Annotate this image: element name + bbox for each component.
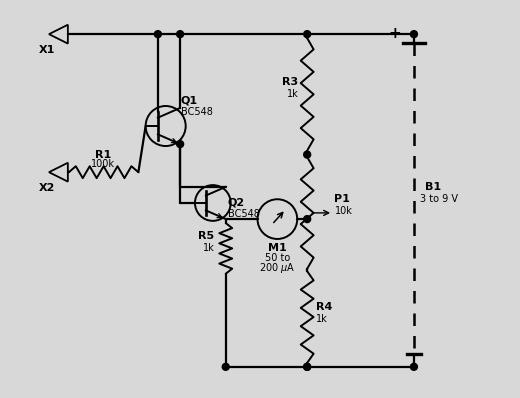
Text: 50 to: 50 to: [265, 253, 290, 263]
Text: R3: R3: [282, 78, 298, 88]
Text: 10k: 10k: [334, 206, 353, 216]
Circle shape: [304, 363, 310, 370]
Text: BC548: BC548: [228, 209, 259, 219]
Circle shape: [410, 31, 418, 38]
Text: M1: M1: [268, 244, 287, 254]
Circle shape: [304, 216, 310, 222]
Circle shape: [410, 363, 418, 370]
Text: R1: R1: [95, 150, 111, 160]
Circle shape: [304, 31, 310, 38]
Text: P1: P1: [334, 194, 350, 204]
Text: Q2: Q2: [228, 197, 245, 207]
Circle shape: [222, 363, 229, 370]
Text: BC548: BC548: [181, 107, 213, 117]
Text: X2: X2: [38, 183, 55, 193]
Text: 1k: 1k: [203, 244, 215, 254]
Text: B1: B1: [425, 182, 441, 192]
Circle shape: [177, 31, 184, 38]
Text: 3 to 9 V: 3 to 9 V: [420, 194, 458, 204]
Text: 1k: 1k: [288, 89, 299, 99]
Circle shape: [154, 31, 161, 38]
Text: Q1: Q1: [181, 96, 198, 106]
Text: 1k: 1k: [316, 314, 328, 324]
Text: +: +: [388, 26, 401, 41]
Text: R4: R4: [316, 302, 332, 312]
Text: R5: R5: [199, 231, 215, 241]
Text: X1: X1: [38, 45, 55, 55]
Circle shape: [177, 140, 184, 148]
Circle shape: [304, 363, 310, 370]
Text: 200 $\mu$A: 200 $\mu$A: [259, 261, 296, 275]
Text: 100k: 100k: [91, 159, 115, 169]
Circle shape: [304, 151, 310, 158]
